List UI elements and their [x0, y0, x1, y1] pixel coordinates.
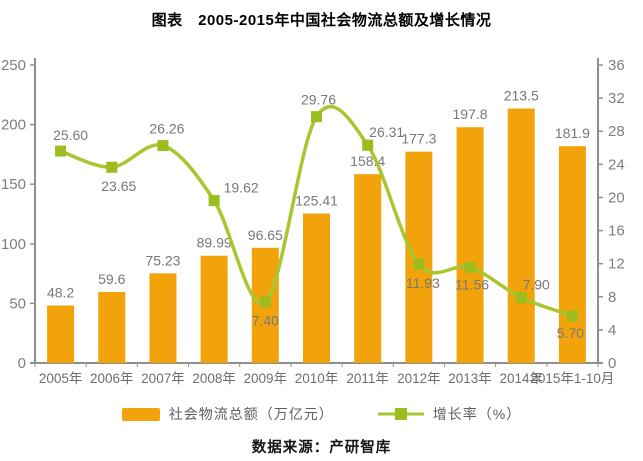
right-axis-tick-label: 24: [608, 156, 625, 173]
bar: [47, 305, 75, 363]
left-axis-tick-label: 100: [1, 236, 26, 253]
line-value-label: 29.76: [301, 92, 336, 108]
line-marker: [259, 296, 271, 308]
right-axis-tick-label: 20: [608, 189, 625, 206]
line-marker: [208, 195, 220, 207]
bar: [200, 255, 228, 363]
data-source: 数据来源：产研智库: [251, 440, 392, 456]
x-axis-category-label: 2009年: [244, 371, 288, 386]
bar: [507, 108, 535, 364]
bar: [98, 291, 126, 363]
bar-value-label: 96.65: [248, 227, 283, 243]
legend-label-total: 社会物流总额（万亿元）: [168, 406, 334, 422]
line-marker: [106, 161, 118, 173]
x-axis-category-label: 2012年: [397, 371, 441, 386]
x-axis-category-label: 2013年: [448, 371, 492, 386]
bar-value-label: 197.8: [453, 106, 488, 122]
bar: [303, 213, 330, 363]
right-axis-tick-label: 8: [608, 289, 616, 306]
x-axis-category-label: 2014年: [499, 371, 543, 386]
x-axis-category-label: 2011年: [346, 371, 389, 386]
left-axis-tick-label: 150: [1, 176, 26, 193]
right-axis-tick-label: 32: [608, 90, 625, 107]
line-value-label: 25.60: [53, 127, 88, 143]
x-axis-category-label: 2005年: [39, 371, 83, 386]
x-axis-category-label: 2015年1-10月: [530, 371, 614, 386]
bar: [558, 146, 586, 363]
right-axis-tick-label: 4: [608, 322, 616, 339]
line-value-label: 5.70: [557, 325, 584, 341]
right-axis-tick-label: 0: [608, 355, 616, 372]
bar-value-label: 75.23: [145, 252, 180, 268]
x-axis-category-label: 2008年: [192, 371, 236, 386]
bar: [405, 151, 433, 363]
x-axis-category-label: 2006年: [90, 371, 134, 386]
line-value-label: 7.90: [523, 277, 550, 293]
bar: [456, 127, 484, 363]
line-marker: [566, 310, 578, 322]
line-marker: [464, 261, 476, 273]
chart-legend: 社会物流总额（万亿元） 增长率（%）: [0, 404, 643, 424]
legend-item-growth: 增长率（%）: [377, 404, 522, 424]
right-axis-tick-label: 28: [608, 123, 625, 140]
bar-value-label: 89.99: [197, 235, 232, 251]
right-axis-tick-label: 36: [608, 57, 625, 74]
bar: [354, 174, 382, 363]
bar-value-label: 213.5: [504, 88, 539, 104]
line-value-label: 26.31: [369, 124, 404, 140]
bar-value-label: 59.6: [98, 271, 125, 287]
line-series-swatch-icon: [377, 408, 424, 420]
line-value-label: 19.62: [224, 180, 259, 196]
line-value-label: 11.93: [406, 275, 440, 291]
bar-series-swatch-icon: [121, 407, 160, 421]
bar-value-label: 125.41: [295, 193, 338, 209]
bar: [149, 273, 177, 363]
bar-value-label: 177.3: [401, 131, 436, 147]
line-value-label: 26.26: [149, 121, 184, 137]
line-value-label: 23.65: [101, 178, 136, 194]
line-marker: [413, 258, 425, 270]
bar-value-label: 181.9: [555, 125, 590, 141]
line-marker: [515, 292, 527, 304]
right-axis-tick-label: 12: [608, 256, 625, 273]
left-axis-tick-label: 200: [1, 117, 26, 134]
legend-label-growth: 增长率（%）: [432, 406, 522, 422]
left-axis-tick-label: 250: [1, 57, 26, 74]
legend-item-total: 社会物流总额（万亿元）: [121, 404, 334, 424]
x-axis-category-label: 2007年: [141, 371, 185, 386]
combo-chart: 0 50 100 150 200 250 0 4 8 12 16 20 24 28 32 36 2005年 200…: [0, 40, 643, 395]
line-marker: [311, 111, 322, 123]
line-marker: [362, 139, 374, 151]
chart-canvas: 0 50 100 150 200 250 0 4 8 12 16 20 24 28 32 36 2005年 200…: [1, 57, 625, 386]
bar-value-label: 48.2: [47, 285, 74, 301]
right-axis-tick-label: 16: [608, 223, 625, 240]
left-axis-tick-label: 50: [9, 295, 26, 312]
legend-marker-icon: [394, 408, 407, 420]
line-marker: [157, 140, 169, 152]
x-axis-category-label: 2010年: [295, 371, 339, 386]
line-value-label: 7.40: [252, 313, 279, 329]
line-marker: [55, 145, 67, 157]
chart-title: 图表 2005-2015年中国社会物流总额及增长情况: [151, 12, 492, 29]
left-axis-tick-label: 0: [18, 355, 26, 372]
line-value-label: 11.56: [455, 276, 489, 292]
